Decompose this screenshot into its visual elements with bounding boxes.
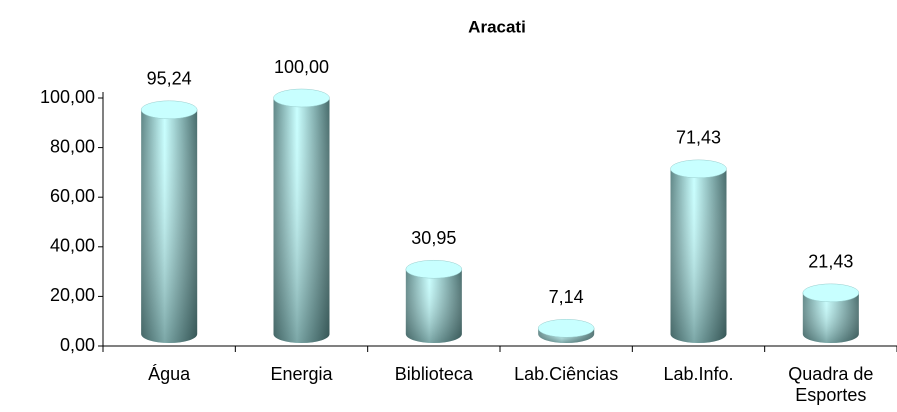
- chart-title: Aracati: [468, 17, 526, 36]
- bar-top: [537, 319, 595, 338]
- data-label: 71,43: [676, 128, 721, 148]
- bar-shade: [273, 98, 330, 343]
- x-tick-label-box: Lab.Info.: [663, 364, 734, 384]
- y-tick-label: 100,00: [40, 87, 95, 107]
- bar: [670, 159, 727, 343]
- data-label: 95,24: [147, 69, 192, 89]
- bar-top: [273, 88, 330, 108]
- bar-shade: [802, 292, 859, 343]
- x-tick-label-box: Quadra de Esportes: [788, 364, 874, 405]
- bar: [405, 259, 463, 343]
- data-label: 7,14: [549, 287, 584, 307]
- y-tick-label: 60,00: [50, 186, 95, 206]
- y-tick-label: 20,00: [50, 285, 95, 305]
- bar: [537, 319, 595, 343]
- data-label: 21,43: [808, 252, 853, 272]
- bar-top: [140, 100, 198, 120]
- bar-shade: [670, 168, 727, 343]
- bar-top: [670, 159, 727, 179]
- x-tick-label-box: Energia: [270, 364, 333, 384]
- bar: [273, 88, 330, 343]
- y-tick-label: 40,00: [50, 236, 95, 256]
- x-tick-label: Água: [148, 364, 191, 384]
- bar: [802, 283, 860, 343]
- bar-top: [802, 283, 860, 303]
- bar-shade: [141, 109, 198, 343]
- y-tick-label: 0,00: [60, 335, 95, 355]
- x-tick-label: Energia: [270, 364, 333, 384]
- data-label: 30,95: [411, 228, 456, 248]
- bar: [140, 100, 198, 343]
- bar-shade: [405, 269, 462, 343]
- x-tick-label-box: Lab.Ciências: [514, 364, 619, 384]
- x-tick-label: Biblioteca: [394, 364, 473, 384]
- x-tick-label: Lab.Info.: [663, 364, 734, 384]
- x-tick-label: Lab.Ciências: [514, 364, 619, 384]
- x-tick-label-box: Água: [148, 364, 191, 384]
- x-tick-label-box: Biblioteca: [394, 364, 473, 384]
- bar-top: [405, 259, 463, 279]
- data-label: 100,00: [274, 57, 329, 77]
- y-tick-label: 80,00: [50, 136, 95, 156]
- x-tick-label: Quadra de Esportes: [788, 364, 874, 405]
